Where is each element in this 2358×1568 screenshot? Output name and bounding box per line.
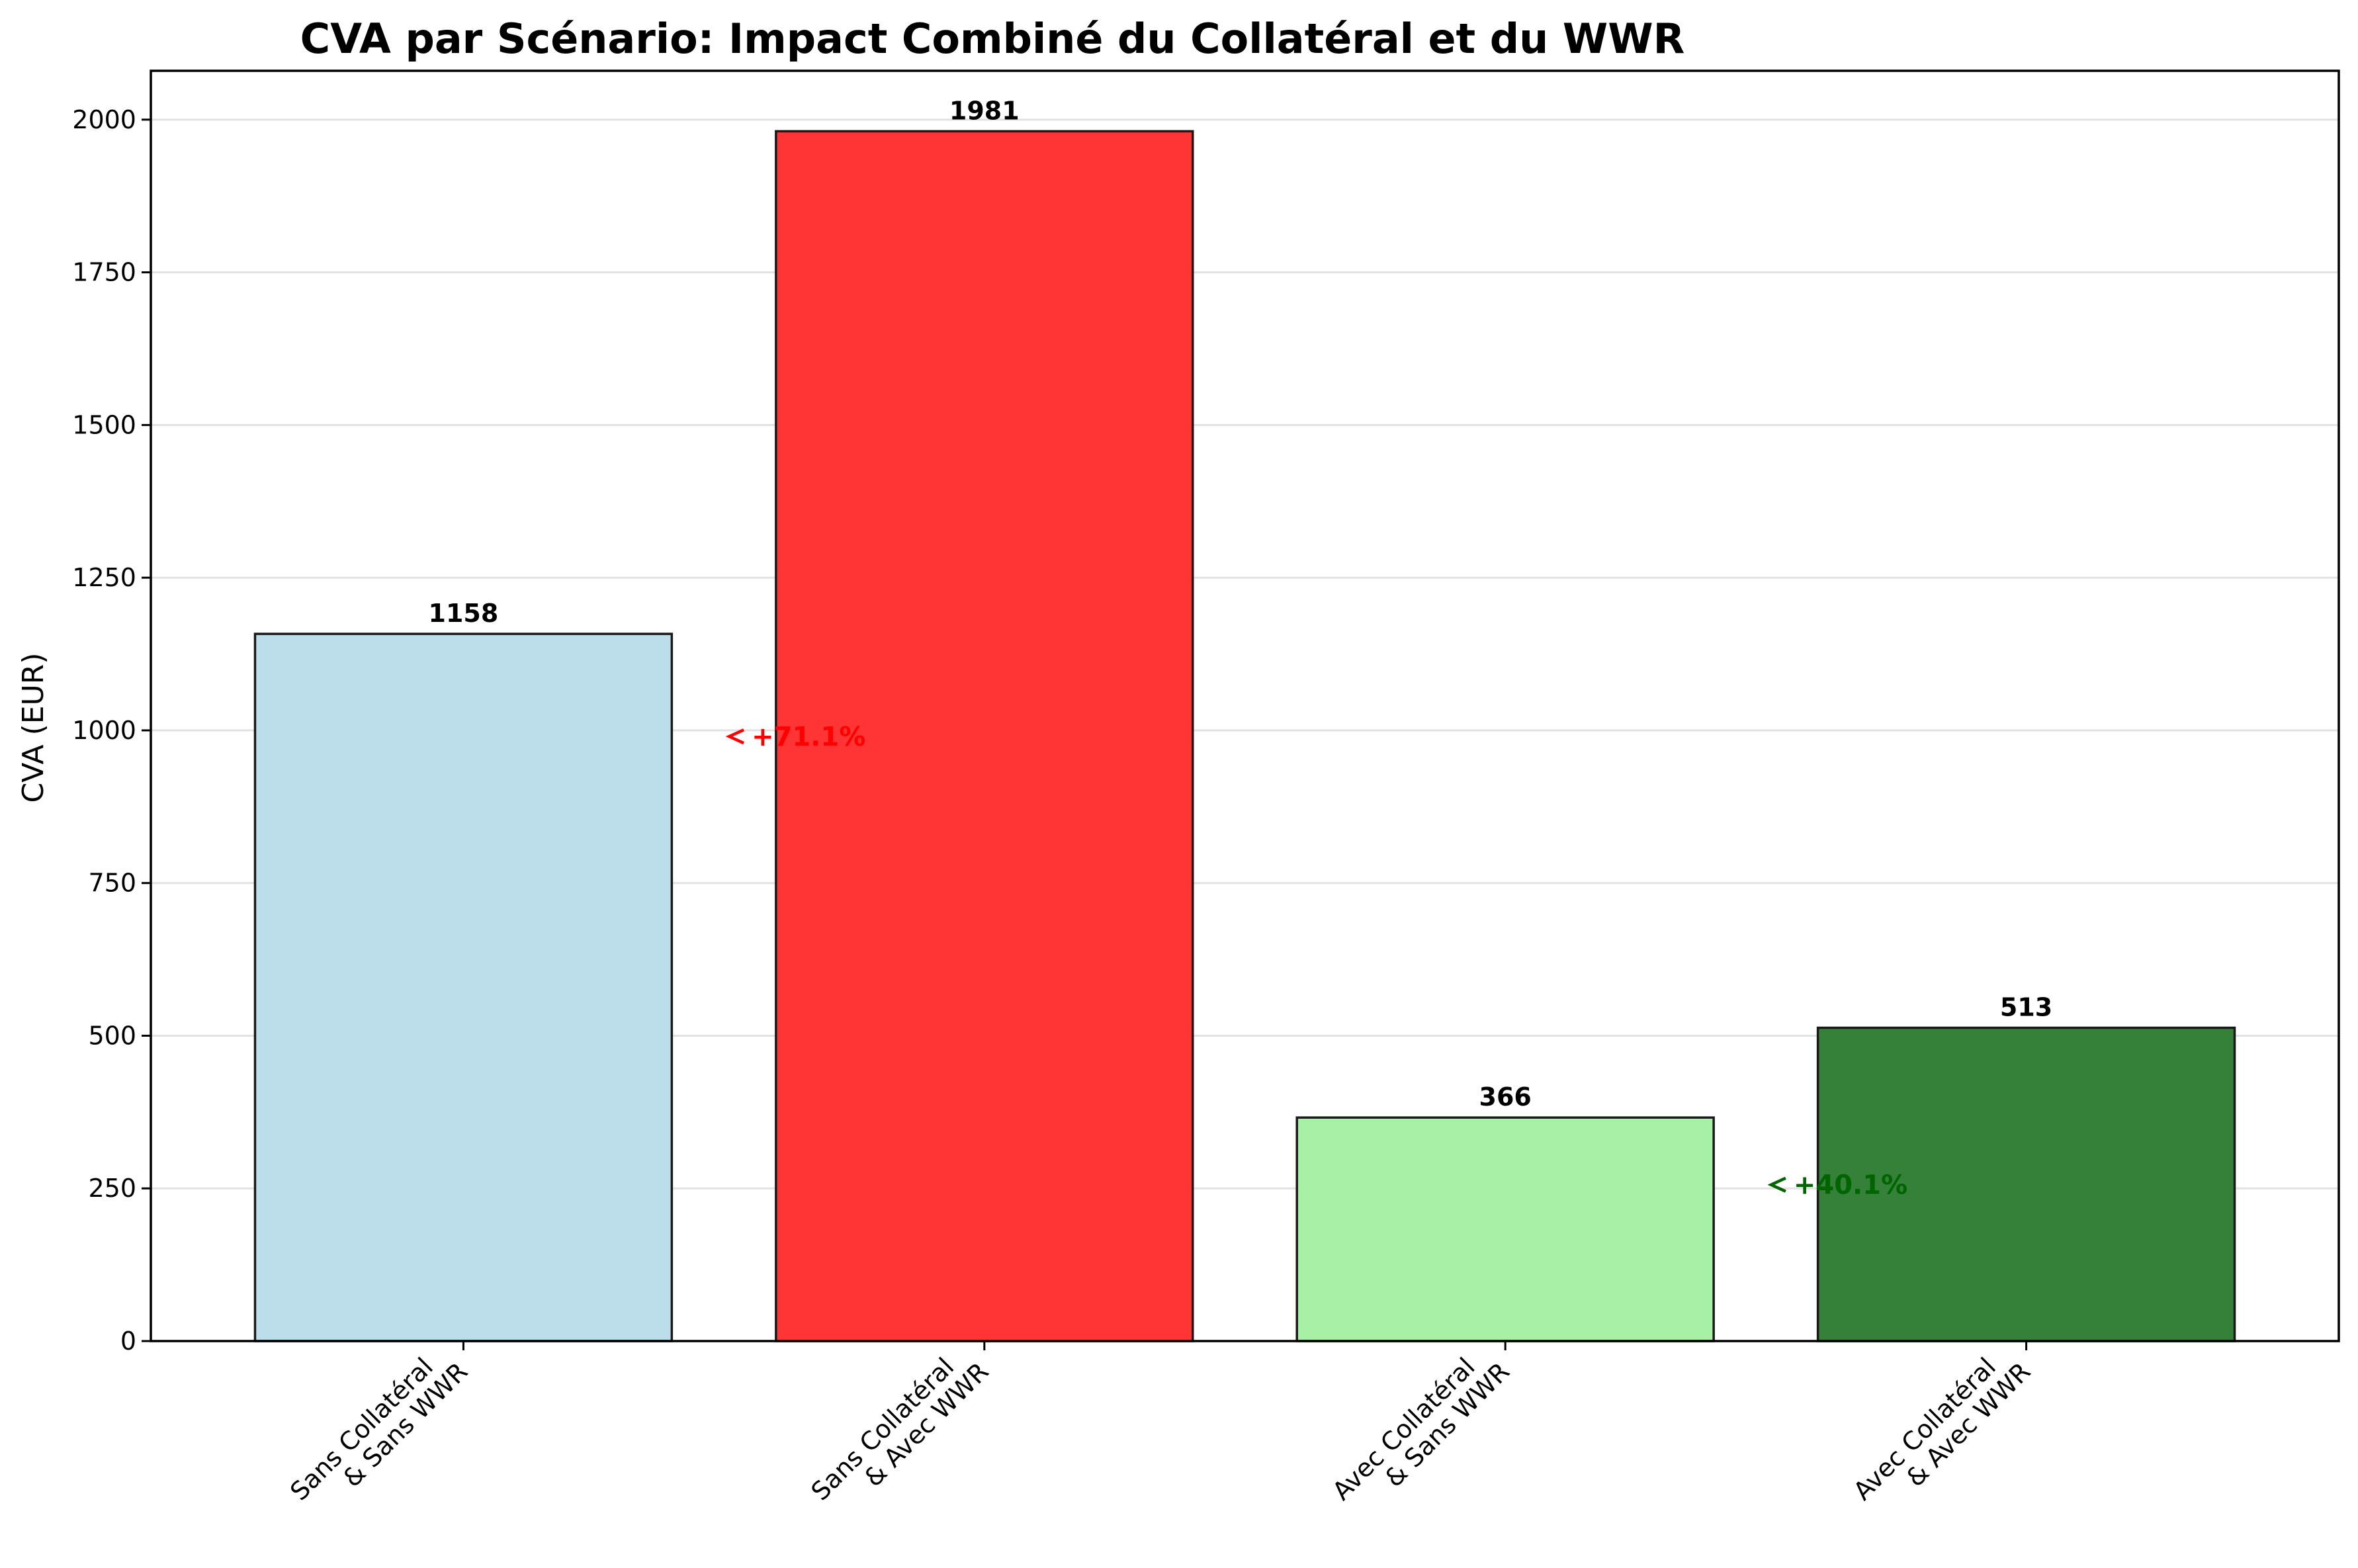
bar-2 — [775, 130, 1194, 1342]
bars — [253, 130, 2236, 1342]
y-tick-label-1000: 1000 — [72, 716, 136, 745]
y-tick-label-500: 500 — [88, 1021, 136, 1050]
value-label-4: 513 — [2000, 992, 2052, 1022]
annotation-label-2: +40.1% — [1794, 1170, 1907, 1201]
annotation-arrow-2 — [1767, 1176, 1786, 1193]
value-label-3: 366 — [1479, 1082, 1532, 1111]
value-label-2: 1981 — [949, 96, 1020, 125]
bar-1 — [253, 632, 674, 1342]
value-labels: 1158 1981 366 513 — [429, 96, 2053, 1111]
y-ticks: 0 250 500 750 1000 1250 1500 1750 2000 — [72, 105, 151, 1356]
annotation-label-1: +71.1% — [752, 722, 865, 752]
y-tick-label-750: 750 — [88, 869, 136, 898]
y-tick-label-250: 250 — [88, 1174, 136, 1203]
chart-title: CVA par Scénario: Impact Combiné du Coll… — [300, 15, 1685, 63]
axes — [150, 69, 2340, 1342]
y-tick-label-1750: 1750 — [72, 258, 136, 287]
plot-frame — [150, 69, 2340, 1342]
y-tick-label-1250: 1250 — [72, 563, 136, 592]
bar-3 — [1295, 1116, 1715, 1342]
annotations: +71.1% +40.1% — [725, 722, 1907, 1201]
annotation-arrow-1 — [725, 728, 745, 745]
y-axis-label: CVA (EUR) — [17, 652, 50, 803]
bar-4 — [1816, 1026, 2236, 1342]
value-label-1: 1158 — [429, 599, 499, 628]
y-tick-label-1500: 1500 — [72, 410, 136, 439]
y-tick-label-0: 0 — [120, 1327, 136, 1356]
y-tick-label-2000: 2000 — [72, 105, 136, 134]
